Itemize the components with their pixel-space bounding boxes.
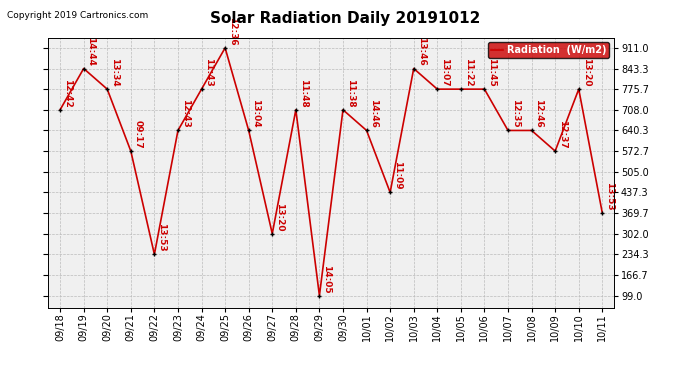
Text: 13:20: 13:20 — [582, 58, 591, 87]
Point — [172, 128, 184, 134]
Point — [550, 148, 561, 154]
Text: 11:22: 11:22 — [464, 58, 473, 87]
Text: 12:37: 12:37 — [558, 120, 567, 148]
Text: 11:38: 11:38 — [346, 79, 355, 107]
Text: 12:36: 12:36 — [228, 17, 237, 45]
Point — [337, 107, 348, 113]
Text: 12:46: 12:46 — [535, 99, 544, 128]
Point — [196, 86, 207, 92]
Point — [126, 148, 137, 154]
Text: 11:43: 11:43 — [204, 58, 213, 87]
Point — [573, 86, 584, 92]
Text: 11:48: 11:48 — [299, 79, 308, 107]
Legend: Radiation  (W/m2): Radiation (W/m2) — [489, 42, 609, 58]
Point — [314, 292, 325, 298]
Text: 14:46: 14:46 — [369, 99, 378, 128]
Text: Copyright 2019 Cartronics.com: Copyright 2019 Cartronics.com — [7, 11, 148, 20]
Point — [502, 128, 513, 134]
Text: Solar Radiation Daily 20191012: Solar Radiation Daily 20191012 — [210, 11, 480, 26]
Text: 13:46: 13:46 — [417, 38, 426, 66]
Text: 14:05: 14:05 — [322, 264, 331, 293]
Text: 09:17: 09:17 — [134, 120, 143, 148]
Text: 14:44: 14:44 — [86, 37, 95, 66]
Point — [290, 107, 302, 113]
Point — [361, 128, 372, 134]
Point — [384, 189, 395, 195]
Text: 13:34: 13:34 — [110, 58, 119, 87]
Text: 13:53: 13:53 — [157, 223, 166, 252]
Point — [101, 86, 112, 92]
Text: 12:35: 12:35 — [511, 99, 520, 128]
Point — [267, 231, 278, 237]
Text: 13:53: 13:53 — [605, 182, 614, 211]
Text: 13:20: 13:20 — [275, 203, 284, 231]
Point — [78, 66, 89, 72]
Point — [408, 66, 420, 72]
Point — [526, 128, 537, 134]
Point — [432, 86, 443, 92]
Point — [243, 128, 254, 134]
Point — [597, 210, 608, 216]
Point — [479, 86, 490, 92]
Text: 12:42: 12:42 — [63, 79, 72, 107]
Point — [219, 45, 230, 51]
Text: 11:09: 11:09 — [393, 161, 402, 190]
Point — [149, 251, 160, 257]
Point — [455, 86, 466, 92]
Text: 12:43: 12:43 — [181, 99, 190, 128]
Text: 13:07: 13:07 — [440, 58, 449, 87]
Text: 13:04: 13:04 — [252, 99, 261, 128]
Text: 11:45: 11:45 — [487, 58, 496, 87]
Point — [55, 107, 66, 113]
